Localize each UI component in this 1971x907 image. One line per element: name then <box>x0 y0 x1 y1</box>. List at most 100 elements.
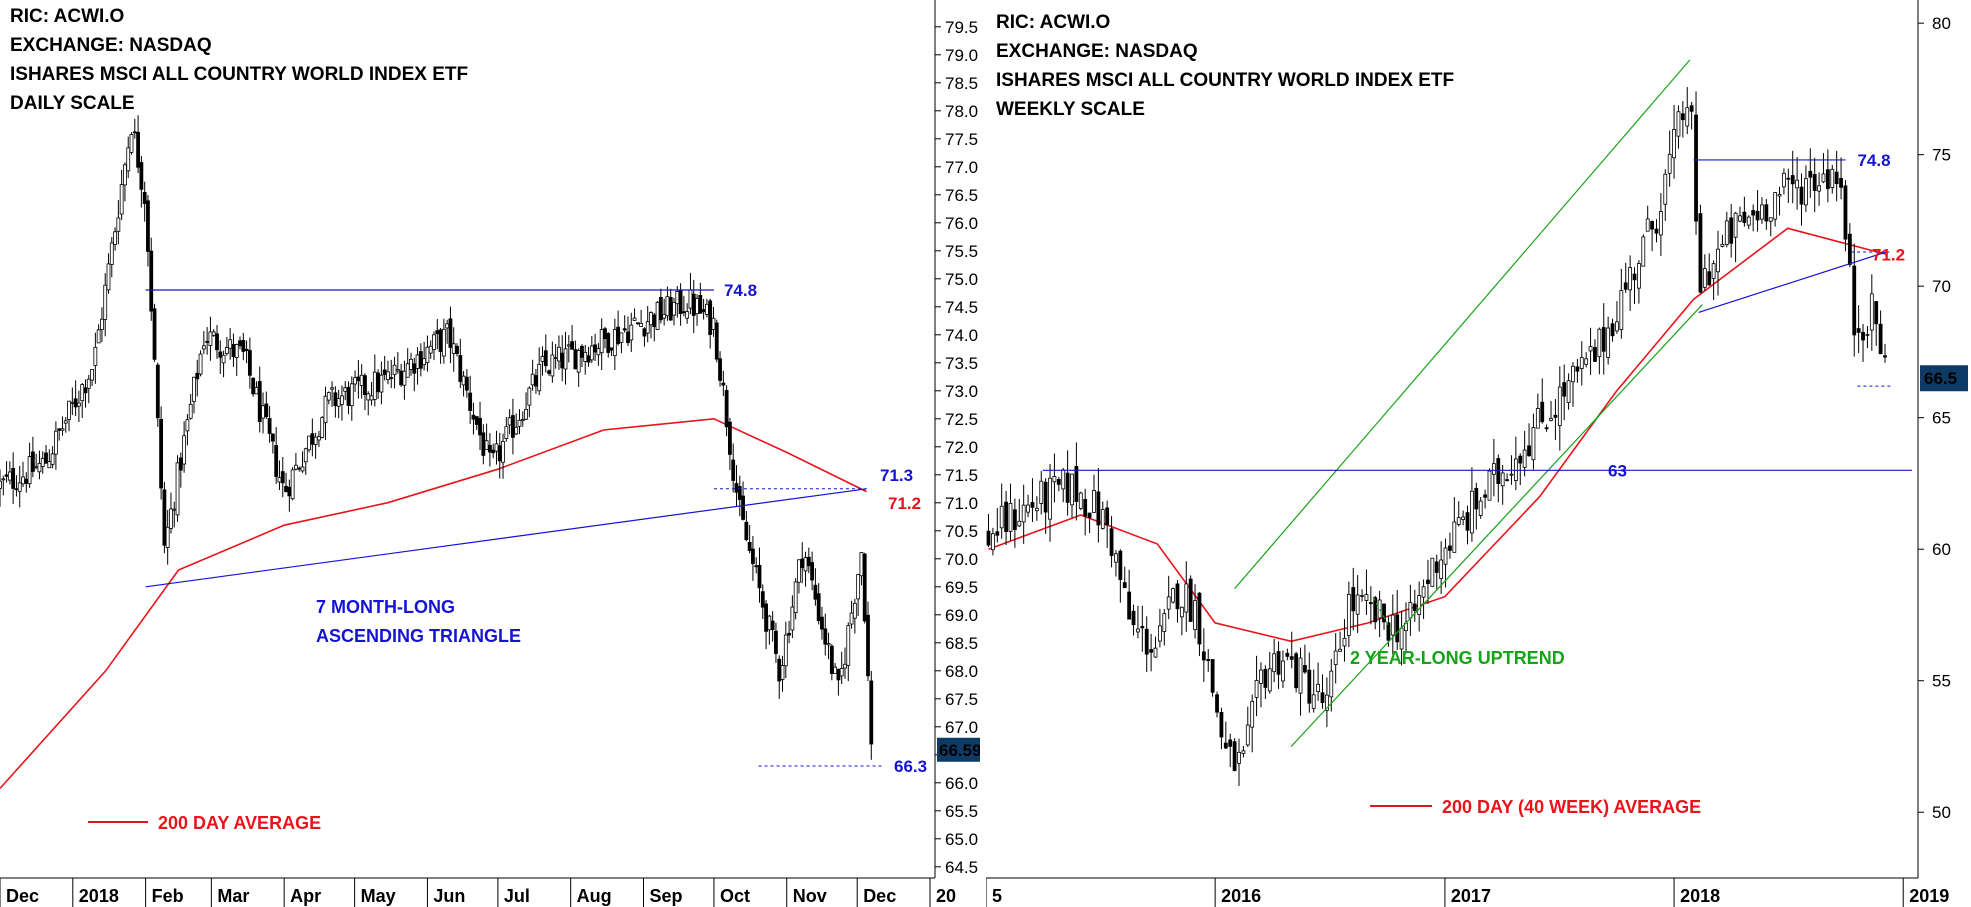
weekly-candle-body <box>1114 553 1118 563</box>
daily-candle-body <box>96 329 101 344</box>
weekly-candle-body <box>1052 476 1057 483</box>
weekly-candle-body <box>1654 228 1659 234</box>
daily-candle-body <box>261 405 265 419</box>
daily-candle-body <box>504 426 509 439</box>
daily-candle-body <box>326 392 331 401</box>
daily-candle-body <box>543 350 548 367</box>
daily-candle-body <box>866 614 870 677</box>
weekly-candle-body <box>1311 694 1316 709</box>
weekly-x-tick-label: 2017 <box>1451 886 1491 906</box>
weekly-candle-body <box>1856 328 1861 333</box>
daily-candle-body <box>169 508 173 529</box>
daily-candle-body <box>593 344 598 353</box>
weekly-candle-body <box>1294 653 1299 689</box>
weekly-candle-body <box>1817 185 1821 192</box>
daily-candle-body <box>162 489 167 546</box>
daily-candle-body <box>165 526 170 548</box>
weekly-candle-body <box>1316 683 1321 693</box>
weekly-candle-body <box>1048 477 1052 520</box>
daily-candle-body <box>208 331 213 346</box>
daily-x-tick-label: Oct <box>720 886 750 906</box>
weekly-candle-body <box>1399 627 1404 650</box>
weekly-candle-body <box>1364 594 1369 601</box>
weekly-candle-body <box>1061 469 1066 490</box>
weekly-candle-body <box>1465 512 1470 531</box>
daily-candle-body <box>665 296 670 317</box>
daily-candle-body <box>287 486 292 497</box>
daily-candle-body <box>852 602 857 619</box>
daily-last-price-badge <box>937 737 980 762</box>
daily-candle-body <box>691 293 696 316</box>
weekly-candle-body <box>1395 614 1400 643</box>
daily-candle-body <box>813 584 818 600</box>
daily-candle-body <box>83 387 88 394</box>
weekly-candle-body <box>1456 517 1461 525</box>
weekly-candle-body <box>1852 265 1857 336</box>
daily-candle-body <box>816 593 821 622</box>
daily-candle-body <box>511 415 515 438</box>
weekly-candle-body <box>1241 750 1246 754</box>
weekly-candle-body <box>1360 594 1364 597</box>
weekly-candle-body <box>1373 597 1378 623</box>
weekly-candle-body <box>1694 114 1698 222</box>
daily-y-tick-label: 69.0 <box>945 606 978 625</box>
daily-candle-body <box>346 386 351 406</box>
daily-candle-body <box>445 323 450 329</box>
daily-y-tick-label: 72.0 <box>945 438 978 457</box>
daily-candle-body <box>389 377 394 380</box>
daily-candle-body <box>764 603 768 632</box>
weekly-candle-body <box>1777 193 1782 197</box>
daily-x-tick-label: Nov <box>793 886 827 906</box>
daily-candle-body <box>527 387 532 406</box>
daily-candle-body <box>612 329 617 357</box>
weekly-candle-body <box>1153 647 1158 658</box>
daily-candle-body <box>728 421 732 455</box>
weekly-x-tick-label: 2019 <box>1909 886 1949 906</box>
daily-y-tick-label: 67.0 <box>945 718 978 737</box>
daily-x-tick-label: Dec <box>863 886 896 906</box>
daily-candle-body <box>491 449 496 454</box>
daily-candle-body <box>238 340 242 347</box>
weekly-candle-body <box>1483 494 1487 498</box>
weekly-candle-body <box>1553 414 1558 418</box>
weekly-candle-body <box>1847 233 1852 265</box>
daily-candle-body <box>149 250 154 312</box>
daily-y-tick-label: 68.0 <box>945 662 978 681</box>
weekly-candle-body <box>1768 217 1773 222</box>
weekly-candle-body <box>1808 170 1813 178</box>
daily-candle-body <box>833 666 838 674</box>
weekly-triangle-support-line <box>1698 251 1887 314</box>
weekly-candle-body <box>1645 218 1650 232</box>
weekly-candle-body <box>1535 408 1540 429</box>
weekly-candle-body <box>1434 561 1439 573</box>
daily-candle-body <box>829 645 834 674</box>
daily-candle-body <box>649 312 653 326</box>
daily-candle-body <box>639 322 644 327</box>
daily-candle-body <box>336 398 341 407</box>
daily-candle-body <box>497 445 502 462</box>
daily-candle-body <box>376 372 381 393</box>
daily-ma-label: 71.2 <box>888 494 921 513</box>
weekly-63-label: 63 <box>1608 461 1627 480</box>
daily-low-label: 66.3 <box>894 757 927 776</box>
daily-candle-body <box>241 340 246 352</box>
daily-candle-body <box>563 348 568 370</box>
daily-legend-label: 200 DAY AVERAGE <box>158 813 321 833</box>
daily-candle-body <box>80 384 85 402</box>
daily-candle-body <box>290 469 295 500</box>
daily-candle-body <box>198 353 203 375</box>
daily-candle-body <box>1 478 6 481</box>
triangle-annotation-line2: ASCENDING TRIANGLE <box>316 626 521 646</box>
weekly-candle-body <box>1500 472 1505 487</box>
daily-candle-body <box>215 333 219 351</box>
daily-candle-body <box>780 665 785 680</box>
daily-candle-body <box>73 398 78 408</box>
daily-candle-body <box>570 341 574 350</box>
daily-candle-body <box>678 289 683 315</box>
daily-candle-body <box>494 443 499 452</box>
daily-candle-body <box>100 318 104 330</box>
weekly-candle-body <box>1237 751 1241 764</box>
daily-candle-body <box>711 317 716 330</box>
daily-candle-body <box>695 298 699 315</box>
